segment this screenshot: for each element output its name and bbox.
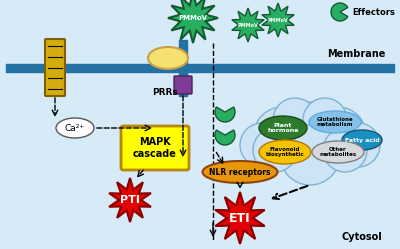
Ellipse shape	[148, 47, 188, 69]
Text: PMMoV: PMMoV	[268, 17, 288, 22]
Text: PRRs: PRRs	[152, 88, 178, 97]
Circle shape	[240, 123, 284, 167]
Text: Flavonoid
biosynthetic: Flavonoid biosynthetic	[266, 147, 304, 157]
Circle shape	[273, 98, 317, 142]
Circle shape	[323, 128, 367, 172]
Text: MAPK
cascade: MAPK cascade	[133, 137, 177, 159]
Polygon shape	[168, 0, 218, 43]
Bar	[6, 64, 394, 72]
Text: Glutathione
metabolism: Glutathione metabolism	[317, 117, 353, 127]
Text: PMMoV: PMMoV	[178, 15, 208, 21]
Polygon shape	[232, 8, 264, 42]
Polygon shape	[109, 178, 151, 222]
Text: PMMoV: PMMoV	[238, 22, 258, 27]
Wedge shape	[215, 107, 235, 122]
Text: ETI: ETI	[229, 211, 251, 225]
Ellipse shape	[259, 140, 311, 164]
Polygon shape	[215, 192, 265, 244]
Text: NLR receptors: NLR receptors	[209, 168, 271, 177]
Text: Other
metabolites: Other metabolites	[320, 147, 356, 157]
Wedge shape	[215, 130, 235, 145]
Text: Ca²⁺: Ca²⁺	[65, 124, 85, 132]
Circle shape	[272, 102, 348, 178]
Text: Plant
hormone: Plant hormone	[267, 123, 299, 133]
Ellipse shape	[56, 118, 94, 138]
FancyBboxPatch shape	[174, 76, 192, 94]
Text: Membrane: Membrane	[327, 49, 385, 59]
Bar	[179, 40, 187, 96]
Circle shape	[254, 107, 310, 163]
Ellipse shape	[259, 116, 307, 140]
Wedge shape	[331, 3, 348, 21]
Ellipse shape	[309, 111, 361, 133]
Ellipse shape	[342, 130, 382, 150]
Text: Cytosol: Cytosol	[341, 232, 382, 242]
Circle shape	[310, 107, 366, 163]
Circle shape	[253, 128, 297, 172]
Circle shape	[280, 125, 340, 185]
Text: PTI: PTI	[120, 195, 140, 205]
FancyBboxPatch shape	[45, 39, 65, 96]
Text: Effectors: Effectors	[352, 7, 395, 16]
Ellipse shape	[202, 161, 278, 183]
Circle shape	[336, 123, 380, 167]
Text: Fatty acid: Fatty acid	[345, 137, 379, 142]
Circle shape	[303, 98, 347, 142]
Polygon shape	[262, 3, 294, 37]
FancyBboxPatch shape	[121, 126, 189, 170]
Ellipse shape	[312, 141, 364, 163]
